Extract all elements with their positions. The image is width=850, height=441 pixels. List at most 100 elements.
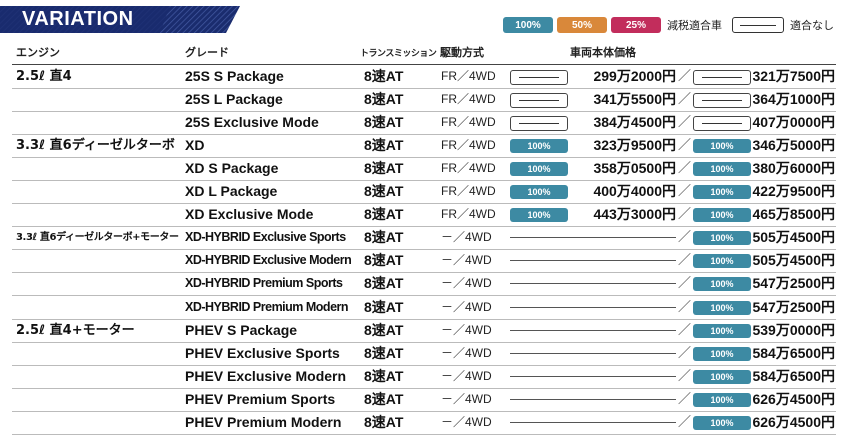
table-row: 25S Exclusive Mode 8速AT FR／4WD 384万4500円／ 40… — [12, 111, 836, 136]
header-drive: 駆動方式 — [440, 46, 484, 59]
price-separator: ／ — [678, 230, 692, 246]
engine-label: 2.5ℓ 直4+モーター — [16, 322, 135, 338]
drive-value: FR／4WD — [441, 138, 496, 153]
tax-badge-4wd: 100% — [693, 254, 751, 269]
table-row: XD-HYBRID Premium Modern 8速AT －／4WD ／ 100% 54… — [12, 296, 836, 320]
drive-value: －／4WD — [441, 368, 492, 383]
header-price: 車両本体価格 — [570, 46, 636, 59]
table-row: PHEV Premium Modern 8速AT －／4WD ／ 100% 626万450… — [12, 411, 836, 435]
tax-badge-4wd: 100% — [693, 231, 751, 246]
grade-name: PHEV Premium Sports — [185, 390, 336, 407]
engine-label: 3.3ℓ 直6ディーゼルターボ+モーター — [16, 232, 179, 244]
transmission-value: 8速AT — [364, 367, 404, 384]
grade-name: XD-HYBRID Premium Sports — [185, 276, 343, 291]
price-fr: 323万9500円 — [593, 137, 676, 154]
grade-name: XD-HYBRID Exclusive Sports — [185, 230, 346, 245]
no-fr-line — [510, 237, 676, 239]
no-fr-line — [510, 421, 676, 423]
price-4wd: 626万4500円 — [752, 390, 835, 407]
tax-badge-fr: 100% — [510, 139, 568, 154]
price-4wd: 465万8500円 — [752, 206, 835, 223]
tax-badge-4wd: 100% — [693, 369, 751, 384]
header-transmission: トランスミッション — [360, 49, 437, 59]
table-row: XD-HYBRID Premium Sports 8速AT －／4WD ／ 100% 54… — [12, 272, 836, 297]
grade-name: XD-HYBRID Exclusive Modern — [185, 253, 352, 268]
grade-name: 25S S Package — [185, 68, 284, 84]
table-row: XD L Package 8速AT FR／4WD 100% 400万4000円／ 100%… — [12, 180, 836, 205]
price-separator: ／ — [678, 345, 692, 361]
price-4wd: 505万4500円 — [752, 229, 835, 246]
tax-badge-fr — [510, 70, 568, 85]
price-fr: 400万4000円 — [593, 183, 676, 200]
table-row: 2.5ℓ 直4+モーター PHEV S Package 8速AT －／4WD ／ 100%… — [12, 319, 836, 343]
drive-value: FR／4WD — [441, 184, 496, 199]
tax-badge-fr: 100% — [510, 208, 568, 223]
price-4wd: 346万5000円 — [752, 137, 835, 154]
tax-badge-4wd: 100% — [693, 300, 751, 315]
tax-badge-4wd: 100% — [693, 185, 751, 200]
tax-badge-4wd: 100% — [693, 415, 751, 430]
grade-name: PHEV S Package — [185, 321, 298, 338]
section-banner: VARIATION — [0, 6, 240, 33]
header-engine: エンジン — [16, 46, 60, 59]
no-fr-line — [510, 283, 676, 285]
transmission-value: 8速AT — [364, 206, 404, 223]
price-separator: ／ — [678, 161, 692, 177]
tax-badge-fr — [510, 93, 568, 109]
price-4wd: 321万7500円 — [752, 68, 835, 84]
price-4wd: 547万2500円 — [752, 275, 835, 292]
tax-badge-4wd: 100% — [693, 392, 751, 407]
tax-badge-fr: 100% — [510, 162, 568, 177]
transmission-value: 8速AT — [364, 183, 404, 200]
price-4wd: 547万2500円 — [752, 298, 835, 315]
price-4wd: 380万6000円 — [752, 160, 835, 177]
drive-value: FR／4WD — [441, 115, 496, 130]
transmission-value: 8速AT — [364, 321, 404, 338]
price-separator: ／ — [678, 253, 692, 269]
price-fr: 299万2000円 — [593, 68, 676, 84]
price-separator: ／ — [678, 207, 692, 223]
engine-label: 2.5ℓ 直4 — [16, 69, 72, 84]
banner-background — [0, 6, 240, 33]
transmission-value: 8速AT — [364, 413, 404, 430]
table-row: XD Exclusive Mode 8速AT FR／4WD 100% 443万3000円… — [12, 203, 836, 228]
price-separator: ／ — [678, 115, 692, 131]
transmission-value: 8速AT — [364, 275, 404, 292]
drive-value: －／4WD — [441, 391, 492, 406]
price-4wd: 584万6500円 — [752, 344, 835, 361]
drive-value: FR／4WD — [441, 69, 496, 83]
table-row: XD S Package 8速AT FR／4WD 100% 358万0500円／ 100%… — [12, 157, 836, 182]
table-row: 25S L Package 8速AT FR／4WD 341万5500円／ 364万100… — [12, 88, 836, 113]
drive-value: －／4WD — [441, 253, 492, 268]
no-fr-line — [510, 329, 676, 331]
grade-name: XD — [185, 137, 205, 154]
transmission-value: 8速AT — [364, 390, 404, 407]
transmission-value: 8速AT — [364, 114, 404, 131]
price-separator: ／ — [678, 92, 692, 108]
grade-name: 25S Exclusive Mode — [185, 114, 319, 131]
drive-value: －／4WD — [441, 414, 492, 429]
price-separator: ／ — [678, 69, 692, 84]
drive-value: －／4WD — [441, 299, 492, 314]
tax-badge-4wd: 100% — [693, 346, 751, 361]
drive-value: －／4WD — [441, 276, 492, 291]
transmission-value: 8速AT — [364, 229, 404, 246]
price-separator: ／ — [678, 299, 692, 315]
no-fr-line — [510, 352, 676, 354]
tax-badge-4wd: 100% — [693, 208, 751, 223]
price-separator: ／ — [678, 414, 692, 430]
no-fr-line — [510, 398, 676, 400]
price-separator: ／ — [678, 276, 692, 292]
grade-name: PHEV Exclusive Sports — [185, 344, 340, 361]
table-row: 3.3ℓ 直6ディーゼルターボ XD 8速AT FR／4WD 100% 323万9500円… — [12, 134, 836, 159]
no-fr-line — [510, 306, 676, 308]
table-row: PHEV Exclusive Sports 8速AT －／4WD ／ 100% 584万6… — [12, 342, 836, 366]
grade-name: PHEV Premium Modern — [185, 413, 342, 430]
price-separator: ／ — [678, 391, 692, 407]
grade-name: XD S Package — [185, 160, 279, 177]
no-fr-line — [510, 260, 676, 262]
tax-badge-4wd: 100% — [693, 139, 751, 154]
tax-badge-4wd — [693, 70, 751, 85]
no-fr-line — [510, 375, 676, 377]
transmission-value: 8速AT — [364, 298, 404, 315]
